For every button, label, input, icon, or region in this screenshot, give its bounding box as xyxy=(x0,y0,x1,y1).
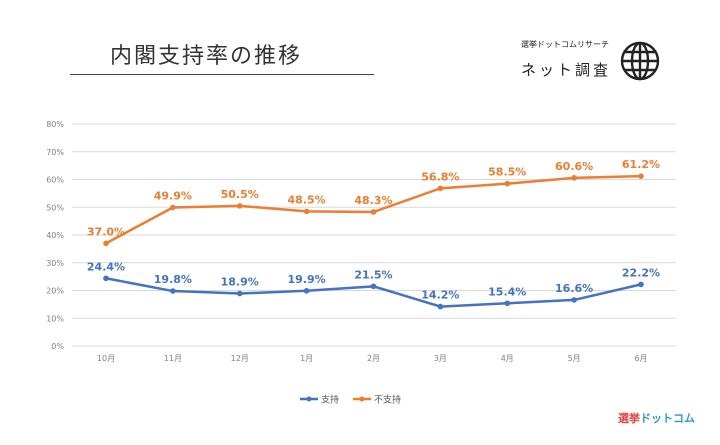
data-label: 22.2% xyxy=(622,266,660,279)
y-tick-label: 30% xyxy=(46,259,64,268)
data-point xyxy=(236,290,243,297)
x-tick-label: 12月 xyxy=(231,354,249,363)
source-label-small: 選挙ドットコムリサーチ xyxy=(521,40,609,49)
y-tick-label: 80% xyxy=(46,120,64,129)
data-point xyxy=(303,287,310,294)
data-point xyxy=(103,240,109,247)
data-point xyxy=(236,203,243,209)
data-point xyxy=(638,281,644,288)
data-point xyxy=(571,175,577,181)
brand-logo: 選挙ドットコム xyxy=(618,410,695,426)
data-label: 19.9% xyxy=(288,273,326,286)
data-label: 49.9% xyxy=(154,190,192,203)
globe-icon xyxy=(620,41,660,81)
data-point xyxy=(370,283,377,290)
y-tick-label: 70% xyxy=(46,148,64,157)
data-point xyxy=(103,275,109,282)
title-underline xyxy=(70,74,374,75)
y-tick-label: 60% xyxy=(46,176,64,185)
data-point xyxy=(170,204,176,211)
x-tick-label: 10月 xyxy=(97,354,115,363)
data-label: 14.2% xyxy=(421,289,459,302)
x-tick-label: 2月 xyxy=(367,354,380,363)
data-point xyxy=(437,303,444,310)
data-label: 60.6% xyxy=(555,160,593,173)
y-tick-label: 50% xyxy=(46,203,64,212)
data-label: 24.4% xyxy=(87,260,125,273)
source-label: ネット調査 xyxy=(521,61,612,79)
x-tick-label: 6月 xyxy=(634,354,647,363)
data-label: 15.4% xyxy=(488,285,526,298)
data-point xyxy=(370,209,377,215)
x-tick-label: 4月 xyxy=(501,354,514,363)
data-point xyxy=(504,300,511,307)
data-label: 37.0% xyxy=(87,225,125,238)
data-label: 50.5% xyxy=(221,188,259,201)
data-label: 16.6% xyxy=(555,282,593,295)
brand-logo-part-a: 選挙 xyxy=(618,412,640,425)
legend-marker xyxy=(359,396,365,402)
y-tick-label: 40% xyxy=(46,231,64,240)
x-tick-label: 1月 xyxy=(300,354,313,363)
data-label: 48.3% xyxy=(354,194,392,207)
brand-logo-part-b: ドットコム xyxy=(640,412,695,425)
y-tick-label: 10% xyxy=(46,314,64,323)
data-point xyxy=(504,180,511,187)
data-label: 19.8% xyxy=(154,273,192,286)
x-tick-label: 5月 xyxy=(568,354,581,363)
legend-label: 支持 xyxy=(321,394,339,406)
x-tick-label: 3月 xyxy=(434,354,447,363)
data-point xyxy=(303,208,310,215)
data-point xyxy=(437,185,444,192)
data-label: 61.2% xyxy=(622,158,660,171)
data-point xyxy=(638,173,644,179)
x-tick-label: 11月 xyxy=(164,354,182,363)
data-label: 18.9% xyxy=(221,276,259,289)
page-title: 内閣支持率の推移 xyxy=(110,44,303,69)
data-label: 48.5% xyxy=(288,193,326,206)
data-label: 58.5% xyxy=(488,166,526,179)
data-point xyxy=(571,297,577,303)
data-label: 56.8% xyxy=(421,170,459,183)
y-tick-label: 0% xyxy=(51,342,64,351)
data-point xyxy=(170,288,176,294)
legend-label: 不支持 xyxy=(374,394,401,406)
data-label: 21.5% xyxy=(354,268,392,281)
y-tick-label: 20% xyxy=(46,287,64,296)
legend-marker xyxy=(306,396,312,402)
